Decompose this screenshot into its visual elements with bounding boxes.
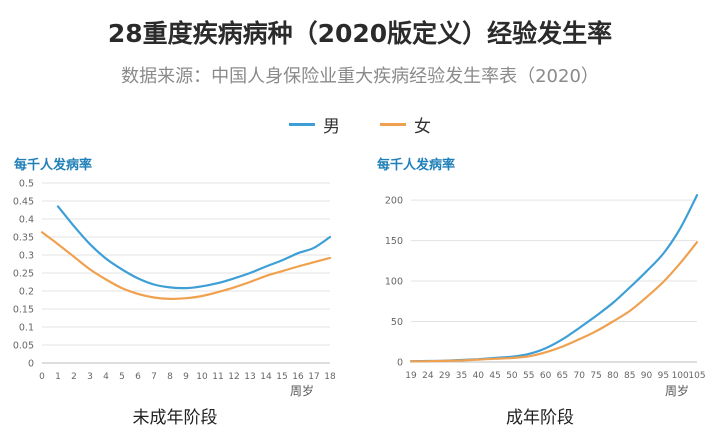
adult-chart-svg: 0 50 100 150 200 19 24 29 35 40 45 50 55 60 65 70 75 80 85… — [385, 194, 706, 381]
adult-chart-xtick-label: 100 — [672, 371, 689, 381]
adult-chart-xtick-label: 24 — [422, 371, 434, 381]
legend-label-male: 男 — [323, 117, 340, 137]
adult-chart-xtick-label: 19 — [405, 371, 417, 381]
minor-chart-xtick-label: 12 — [228, 372, 239, 382]
legend-item-female: 女 — [380, 112, 431, 137]
minor-chart-xtick-label: 16 — [292, 372, 304, 382]
minor-chart-xtick-label: 4 — [103, 372, 109, 382]
minor-chart-xtick-label: 2 — [71, 372, 77, 382]
minor-chart-xlabel: 周岁 — [290, 384, 315, 398]
minor-chart-xtick-label: 6 — [135, 372, 141, 382]
adult-chart-xtick-label: 50 — [506, 371, 518, 381]
chart-title: 28重度疾病病种（2020版定义）经验发生率 — [107, 19, 613, 48]
legend: 男 女 — [0, 112, 720, 137]
adult-chart-xtick-label: 45 — [489, 371, 500, 381]
adult-chart-xlabel: 周岁 — [665, 384, 690, 398]
minor-chart-ytick-label: 0.2 — [19, 287, 34, 298]
minor-chart-ytick-label: 0 — [28, 359, 34, 370]
adult-chart-ytick-label: 0 — [397, 358, 403, 369]
minor-chart-xtick-label: 14 — [260, 372, 272, 382]
minor-chart-xtick-label: 18 — [324, 372, 336, 382]
adult-chart-xtick-label: 85 — [624, 371, 635, 381]
minor-chart-ytick-label: 0.25 — [13, 269, 34, 280]
adult-chart-ylabel: 每千人发病率 — [377, 158, 456, 173]
adult-chart-ytick-label: 150 — [385, 236, 403, 247]
minor-chart-xtick-label: 5 — [119, 372, 125, 382]
adult-chart-series-male-line — [409, 194, 699, 363]
minor-chart-series-male-line — [56, 205, 332, 290]
minor-chart-xtick-label: 17 — [308, 372, 319, 382]
adult-chart-xtick-label: 55 — [523, 371, 534, 381]
minor-chart-xtick-label: 7 — [151, 372, 157, 382]
minor-chart-ytick-label: 0.05 — [13, 341, 34, 352]
adult-chart-xtick-label: 40 — [473, 371, 485, 381]
adult-chart-xtick-label: 35 — [456, 371, 467, 381]
legend-item-male: 男 — [289, 112, 340, 137]
adult-chart-ytick-label: 200 — [385, 196, 403, 207]
adult-chart-xtick-label: 75 — [590, 371, 601, 381]
legend-label-female: 女 — [414, 117, 431, 137]
minor-chart-ytick-label: 0.15 — [13, 305, 34, 316]
adult-chart-xtick-label: 70 — [574, 371, 586, 381]
minor-chart-ytick-label: 0.1 — [19, 323, 34, 334]
adult-chart-ytick-label: 100 — [385, 277, 403, 288]
minor-chart-xtick-label: 1 — [55, 372, 61, 382]
minor-chart-ytick-label: 0.5 — [19, 179, 34, 190]
adult-chart-xtick-label: 29 — [439, 371, 451, 381]
minor-chart-xtick-label: 10 — [196, 372, 208, 382]
minor-chart-ytick-label: 0.4 — [19, 215, 34, 226]
minor-chart-xtick-label: 0 — [39, 372, 45, 382]
adult-chart-series-female-line — [409, 241, 699, 363]
minor-chart-ylabel: 每千人发病率 — [14, 158, 93, 173]
adult-chart-xtick-label: 65 — [557, 371, 568, 381]
adult-chart-ytick-label: 50 — [391, 317, 403, 328]
minor-chart-series-female-line — [40, 231, 332, 301]
adult-chart-xtick-label: 60 — [540, 371, 552, 381]
chart-subtitle: 数据来源：中国人身保险业重大疾病经验发生率表（2020） — [121, 66, 599, 87]
adult-chart-xtick-label: 90 — [641, 371, 653, 381]
adult-chart-xtick-label: 80 — [607, 371, 619, 381]
minor-chart-ytick-label: 0.45 — [13, 197, 34, 208]
minor-chart-xtick-label: 3 — [87, 372, 93, 382]
minor-chart-ytick-label: 0.3 — [19, 251, 34, 262]
minor-chart-xtick-label: 15 — [276, 372, 287, 382]
adult-chart-panel: 每千人发病率 0 50 100 150 200 19 24 29 35 40 45 50 55 60 65 7… — [365, 150, 715, 440]
minor-chart-svg: 00.050.10.150.20.250.30.350.40.450.50 1 2 3… — [13, 179, 336, 383]
minor-chart-panel: 每千人发病率 0 0.05 0.1 0.15 0.2 0.25 0.3 0.35 0.4 0.45… — [0, 150, 350, 440]
minor-chart-ytick-label: 0.35 — [13, 233, 34, 244]
legend-swatch-female — [380, 123, 406, 126]
adult-chart-xtick-label: 105 — [688, 371, 705, 381]
minor-chart-xtick-label: 11 — [212, 372, 223, 382]
adult-chart-title: 成年阶段 — [506, 408, 574, 428]
minor-chart-xtick-label: 9 — [183, 372, 189, 382]
legend-swatch-male — [289, 123, 315, 126]
minor-chart-title: 未成年阶段 — [132, 408, 218, 428]
adult-chart-xtick-label: 95 — [658, 371, 669, 381]
minor-chart-xtick-label: 13 — [244, 372, 255, 382]
minor-chart-xtick-label: 8 — [167, 372, 173, 382]
